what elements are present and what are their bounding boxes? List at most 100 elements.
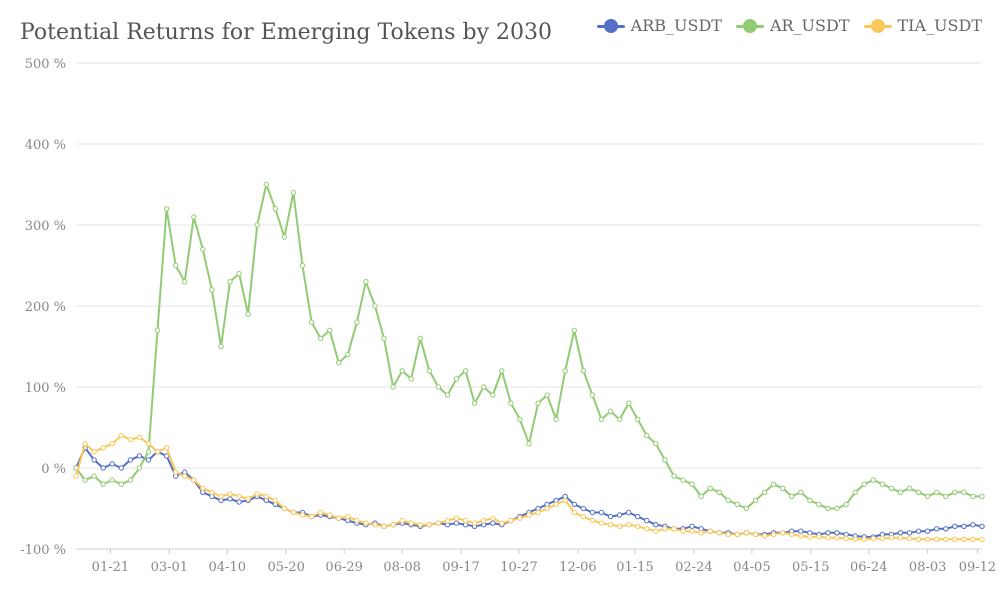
data-point-ar-usdt bbox=[390, 384, 396, 390]
data-point-ar-usdt bbox=[662, 457, 668, 463]
data-point-tia-usdt bbox=[453, 515, 460, 521]
data-point-tia-usdt bbox=[263, 493, 269, 500]
data-point-ar-usdt bbox=[743, 505, 750, 512]
data-point-ar-usdt bbox=[417, 335, 423, 342]
data-point-arb-usdt bbox=[626, 509, 632, 516]
data-point-ar-usdt bbox=[136, 465, 143, 471]
data-point-tia-usdt bbox=[897, 535, 904, 541]
data-point-arb-usdt bbox=[453, 520, 460, 526]
data-point-arb-usdt bbox=[943, 526, 949, 532]
data-point-tia-usdt bbox=[200, 485, 206, 491]
data-point-tia-usdt bbox=[218, 493, 224, 500]
data-point-tia-usdt bbox=[399, 517, 405, 524]
data-point-ar-usdt bbox=[897, 489, 904, 495]
data-point-tia-usdt bbox=[635, 523, 641, 529]
data-point-tia-usdt bbox=[408, 520, 414, 526]
data-point-tia-usdt bbox=[372, 522, 378, 528]
data-point-arb-usdt bbox=[834, 530, 840, 536]
data-point-ar-usdt bbox=[789, 493, 795, 500]
data-point-ar-usdt bbox=[535, 400, 541, 406]
data-point-ar-usdt bbox=[571, 327, 577, 333]
data-point-ar-usdt bbox=[345, 351, 351, 358]
data-point-tia-usdt bbox=[163, 445, 170, 451]
chart-title: Potential Returns for Emerging Tokens by… bbox=[20, 20, 552, 45]
data-point-tia-usdt bbox=[725, 531, 731, 538]
data-point-tia-usdt bbox=[517, 515, 523, 521]
data-point-tia-usdt bbox=[426, 522, 432, 528]
data-point-tia-usdt bbox=[91, 449, 97, 455]
x-tick-label: 05-15 bbox=[792, 560, 829, 575]
data-point-arb-usdt bbox=[616, 512, 623, 518]
data-point-tia-usdt bbox=[888, 535, 895, 541]
data-point-tia-usdt bbox=[308, 513, 315, 520]
data-point-ar-usdt bbox=[200, 246, 206, 253]
legend-item-tia-usdt[interactable]: TIA_USDT bbox=[863, 16, 982, 35]
data-point-tia-usdt bbox=[182, 473, 188, 479]
data-point-ar-usdt bbox=[952, 489, 958, 495]
legend-label: AR_USDT bbox=[769, 16, 850, 35]
data-point-ar-usdt bbox=[544, 392, 550, 398]
data-point-ar-usdt bbox=[281, 234, 288, 240]
data-point-ar-usdt bbox=[526, 441, 532, 447]
data-point-tia-usdt bbox=[870, 535, 876, 542]
data-point-tia-usdt bbox=[698, 530, 704, 536]
data-point-tia-usdt bbox=[789, 531, 795, 538]
data-point-ar-usdt bbox=[163, 206, 170, 212]
data-point-tia-usdt bbox=[924, 536, 931, 542]
data-point-arb-usdt bbox=[607, 513, 614, 520]
data-point-ar-usdt bbox=[154, 327, 161, 333]
data-point-ar-usdt bbox=[327, 327, 333, 333]
data-point-tia-usdt bbox=[336, 515, 342, 521]
legend-item-ar-usdt[interactable]: AR_USDT bbox=[735, 16, 850, 35]
data-point-tia-usdt bbox=[481, 517, 487, 524]
data-point-arb-usdt bbox=[490, 520, 496, 526]
data-point-tia-usdt bbox=[109, 441, 115, 447]
data-point-arb-usdt bbox=[571, 501, 577, 508]
data-point-ar-usdt bbox=[426, 368, 432, 374]
data-point-tia-usdt bbox=[499, 520, 505, 526]
data-point-ar-usdt bbox=[770, 481, 777, 487]
data-point-ar-usdt bbox=[924, 493, 931, 500]
data-point-tia-usdt bbox=[970, 536, 976, 542]
data-point-ar-usdt bbox=[716, 489, 722, 495]
data-point-tia-usdt bbox=[616, 523, 623, 529]
data-point-ar-usdt bbox=[780, 485, 786, 491]
data-point-tia-usdt bbox=[317, 509, 324, 516]
data-point-tia-usdt bbox=[644, 526, 650, 532]
data-point-tia-usdt bbox=[589, 517, 596, 524]
data-point-ar-usdt bbox=[354, 319, 360, 325]
data-point-arb-usdt bbox=[145, 457, 152, 463]
legend-item-arb-usdt[interactable]: ARB_USDT bbox=[596, 16, 722, 35]
data-point-ar-usdt bbox=[734, 501, 741, 508]
data-point-tia-usdt bbox=[127, 436, 134, 443]
x-tick-label: 01-21 bbox=[92, 560, 129, 575]
x-tick-label: 01-15 bbox=[616, 560, 653, 575]
y-tick-label: -100 % bbox=[20, 543, 66, 558]
data-point-tia-usdt bbox=[743, 530, 750, 536]
data-point-ar-usdt bbox=[961, 489, 967, 495]
data-point-tia-usdt bbox=[254, 491, 260, 497]
data-point-ar-usdt bbox=[499, 368, 505, 374]
data-point-ar-usdt bbox=[218, 343, 224, 350]
data-point-tia-usdt bbox=[761, 533, 768, 539]
data-point-ar-usdt bbox=[82, 477, 88, 483]
data-point-ar-usdt bbox=[580, 368, 587, 374]
data-point-arb-usdt bbox=[689, 523, 695, 529]
y-tick-label: 300 % bbox=[25, 219, 66, 234]
data-point-ar-usdt bbox=[254, 222, 260, 228]
data-point-arb-usdt bbox=[906, 530, 913, 536]
data-point-tia-usdt bbox=[435, 520, 442, 526]
data-point-arb-usdt bbox=[979, 523, 985, 529]
data-point-arb-usdt bbox=[970, 522, 976, 528]
data-point-tia-usdt bbox=[417, 522, 423, 528]
data-point-ar-usdt bbox=[879, 481, 885, 487]
x-tick-label: 02-24 bbox=[675, 560, 712, 575]
data-point-tia-usdt bbox=[191, 477, 197, 483]
data-point-arb-usdt bbox=[952, 523, 958, 529]
x-tick-label: 08-03 bbox=[909, 560, 946, 575]
data-point-tia-usdt bbox=[145, 441, 152, 447]
data-point-tia-usdt bbox=[462, 517, 469, 524]
data-point-ar-usdt bbox=[761, 489, 768, 495]
x-tick-label: 06-29 bbox=[325, 560, 362, 575]
